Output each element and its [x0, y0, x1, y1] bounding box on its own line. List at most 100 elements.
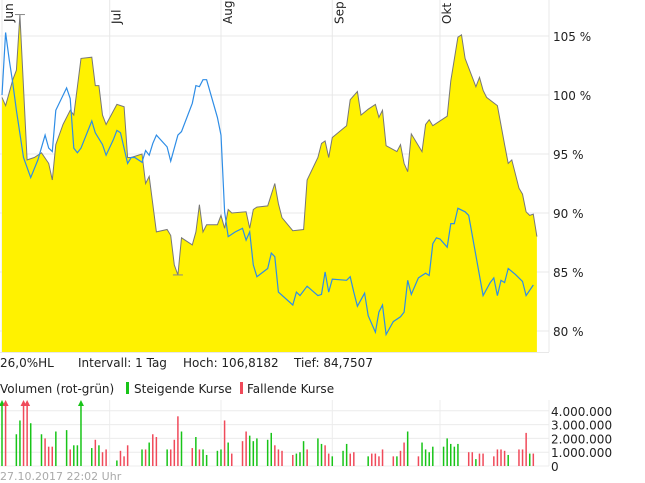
legend-down-label: Fallende Kurse	[247, 382, 334, 396]
volume-bar	[507, 454, 509, 466]
volume-bar	[281, 450, 283, 466]
volume-bar	[195, 437, 197, 466]
volume-bar	[44, 438, 46, 466]
overflow-arrow-icon	[24, 400, 31, 406]
volume-bar	[177, 416, 179, 466]
volume-bar	[299, 452, 301, 466]
volume-bar	[73, 445, 75, 466]
volume-bar	[155, 437, 158, 466]
volume-bar	[223, 420, 226, 466]
volume-tick-label: 1.000.000	[551, 446, 612, 460]
volume-bar	[302, 441, 305, 466]
volume-bar	[342, 450, 344, 466]
volume-bar	[51, 446, 54, 466]
volume-bar	[252, 441, 255, 466]
volume-bar	[15, 434, 18, 466]
volume-bar	[248, 435, 251, 466]
volume-bar	[482, 453, 484, 466]
volume-bar	[245, 431, 247, 466]
price-y-axis: 80 % 85 % 90 % 95 % 100 % 105 %	[553, 30, 591, 339]
volume-title: Volumen (rot-grün)	[0, 382, 114, 396]
volume-bar	[180, 431, 183, 466]
volume-bar	[503, 450, 506, 466]
volume-bar	[327, 453, 330, 466]
volume-bar	[205, 454, 208, 466]
volume-bar	[266, 439, 269, 466]
volume-bar	[29, 423, 32, 466]
volume-bar	[378, 456, 380, 466]
volume-bar	[91, 448, 93, 466]
month-label: Okt	[440, 3, 454, 24]
volume-bar	[446, 438, 448, 466]
volume-bar	[306, 449, 308, 466]
volume-bar	[292, 454, 294, 466]
legend-up-label: Steigende Kurse	[134, 382, 232, 396]
volume-bar	[270, 432, 272, 466]
volume-bar	[123, 456, 125, 466]
volume-bar	[148, 442, 150, 466]
volume-bar	[432, 446, 434, 466]
month-label: Jun	[2, 3, 16, 23]
volume-bar	[220, 449, 222, 466]
volume-bar	[453, 446, 456, 466]
volume-tick-label: 0	[551, 460, 559, 474]
volume-bar	[403, 442, 405, 466]
y-tick-label: 80 %	[553, 325, 584, 339]
volume-bar	[528, 453, 531, 466]
volume-bar	[493, 456, 495, 466]
y-tick-label: 105 %	[553, 30, 591, 44]
volume-bar	[26, 402, 28, 466]
volume-bar	[198, 449, 201, 466]
volume-bar	[421, 442, 423, 466]
volume-plot	[0, 400, 535, 466]
volume-bar	[169, 449, 172, 466]
volume-bar	[392, 456, 395, 466]
volume-bar	[349, 453, 351, 466]
volume-bar	[76, 445, 79, 466]
volume-bar	[500, 449, 502, 466]
info-line: 26,0%HL Intervall: 1 Tag Hoch: 106,8182 …	[0, 356, 373, 370]
volume-bar	[295, 453, 298, 466]
volume-bar	[496, 449, 499, 466]
volume-bar	[406, 431, 409, 466]
month-label: Sep	[332, 1, 346, 24]
volume-bar	[1, 402, 3, 466]
volume-bar	[202, 449, 204, 466]
volume-bar	[19, 420, 21, 466]
month-axis: Jun Jul Aug Sep Okt	[2, 1, 454, 25]
volume-bar	[65, 430, 68, 466]
volume-bar	[532, 453, 535, 466]
volume-bar	[324, 445, 326, 466]
volume-bar	[119, 450, 122, 466]
volume-bar	[69, 449, 71, 466]
area-series-line	[1, 14, 538, 276]
volume-bar	[144, 449, 147, 466]
volume-bar	[277, 449, 280, 466]
area-series-fill	[2, 14, 537, 353]
volume-bar	[374, 453, 377, 466]
line-series	[1, 32, 534, 337]
high-text: Hoch: 106,8182	[183, 356, 279, 370]
low-text: Tief: 84,7507	[293, 356, 373, 370]
volume-bar	[467, 452, 470, 466]
volume-bar	[227, 442, 229, 466]
volume-bar	[94, 439, 97, 466]
volume-bar	[191, 448, 194, 466]
volume-bar	[396, 456, 398, 466]
volume-bar	[231, 453, 233, 466]
volume-bar	[105, 449, 107, 466]
volume-bar	[518, 449, 520, 466]
overflow-arrow-icon	[2, 400, 9, 406]
volume-bar	[424, 449, 427, 466]
volume-bar	[475, 459, 477, 466]
volume-bar	[4, 402, 7, 466]
volume-bar	[525, 432, 527, 466]
volume-bar	[450, 443, 452, 466]
volume-bar	[521, 449, 524, 466]
month-label: Aug	[221, 1, 235, 24]
price-plot	[1, 14, 538, 353]
volume-tick-label: 2.000.000	[551, 432, 612, 446]
volume-bar	[457, 443, 459, 466]
